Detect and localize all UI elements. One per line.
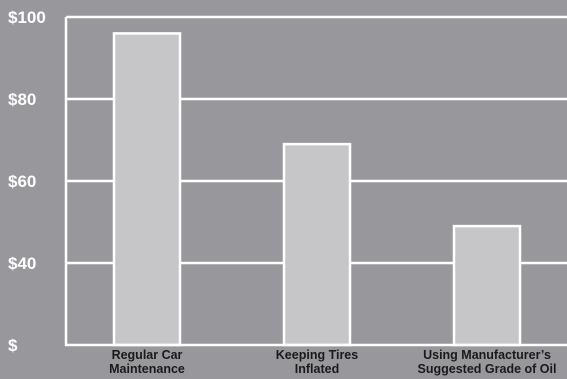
y-tick-label-20: $ [8, 336, 18, 355]
category-label-2: Using Manufacturer’s Suggested Grade of O… [418, 348, 557, 376]
category-labels: Regular Car Maintenance Keeping Tires Infla… [109, 348, 556, 376]
y-tick-label-40: $40 [8, 254, 36, 273]
y-tick-label-60: $60 [8, 172, 36, 191]
bars [112, 32, 522, 347]
category-label-1-line-1: Inflated [295, 362, 339, 376]
category-label-2-line-0: Using Manufacturer’s [423, 348, 551, 362]
category-label-1-line-0: Keeping Tires [276, 348, 358, 362]
category-label-0: Regular Car Maintenance [109, 348, 185, 376]
axes [64, 17, 567, 347]
bar-0 [112, 32, 182, 347]
category-label-0-line-1: Maintenance [109, 362, 185, 376]
category-label-2-line-1: Suggested Grade of Oil [418, 362, 557, 376]
bar-1 [282, 142, 352, 347]
category-label-0-line-0: Regular Car [112, 348, 183, 362]
y-tick-label-100: $100 [8, 8, 46, 27]
bar-2 [452, 224, 522, 347]
category-label-1: Keeping Tires Inflated [276, 348, 358, 376]
y-tick-label-80: $80 [8, 90, 36, 109]
y-tick-labels: $100 $80 $60 $40 $ [8, 8, 46, 355]
